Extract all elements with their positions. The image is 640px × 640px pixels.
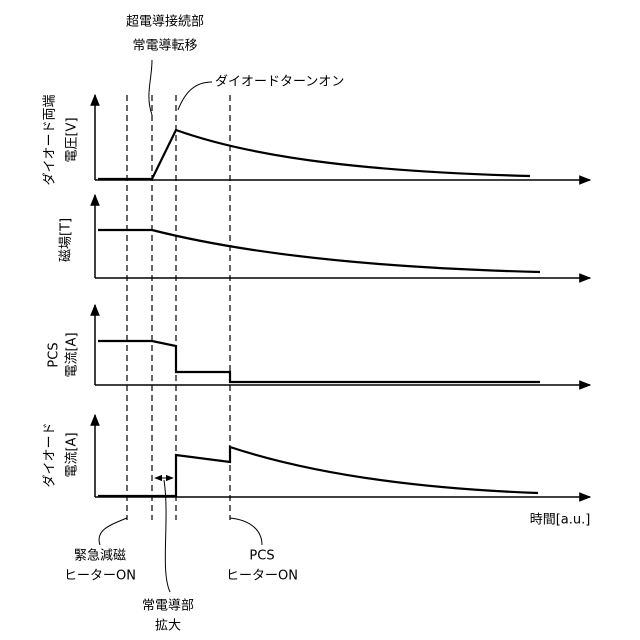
y-label: 電流[A] xyxy=(65,432,80,477)
y-label: ダイオード xyxy=(43,422,58,487)
leader xyxy=(99,518,127,545)
leader xyxy=(178,82,212,110)
annotation: 拡大 xyxy=(155,619,181,634)
panel-pcs-current: PCS 電流[A] xyxy=(47,305,591,385)
y-label: 電圧[V] xyxy=(65,117,80,162)
y-label: ダイオード両端 xyxy=(43,94,58,185)
y-label: PCS xyxy=(47,342,62,367)
annotation: 超電導接続部 xyxy=(126,14,204,30)
annotation: ヒーターON xyxy=(64,569,136,584)
annotation: PCS xyxy=(249,549,274,564)
panel-diode-current: ダイオード 電流[A] xyxy=(43,415,591,497)
annotation: 常電導転移 xyxy=(132,39,197,54)
timing-diagram: 超電導接続部 常電導転移 ダイオードターンオン ダイオード両端 電圧[V] 磁場… xyxy=(0,0,640,640)
annotation: 緊急減磁 xyxy=(74,548,126,564)
panel-voltage: ダイオード両端 電圧[V] xyxy=(43,94,591,185)
x-label: 時間[a.u.] xyxy=(530,513,591,528)
leader xyxy=(230,518,262,545)
annotation: ダイオードターンオン xyxy=(215,75,344,90)
y-label: 電流[A] xyxy=(65,332,80,377)
panel-field: 磁場[T] xyxy=(59,195,591,278)
y-label: 磁場[T] xyxy=(59,218,74,262)
annotation: ヒーターON xyxy=(226,569,298,584)
annotation: 常電導部 xyxy=(142,599,194,614)
